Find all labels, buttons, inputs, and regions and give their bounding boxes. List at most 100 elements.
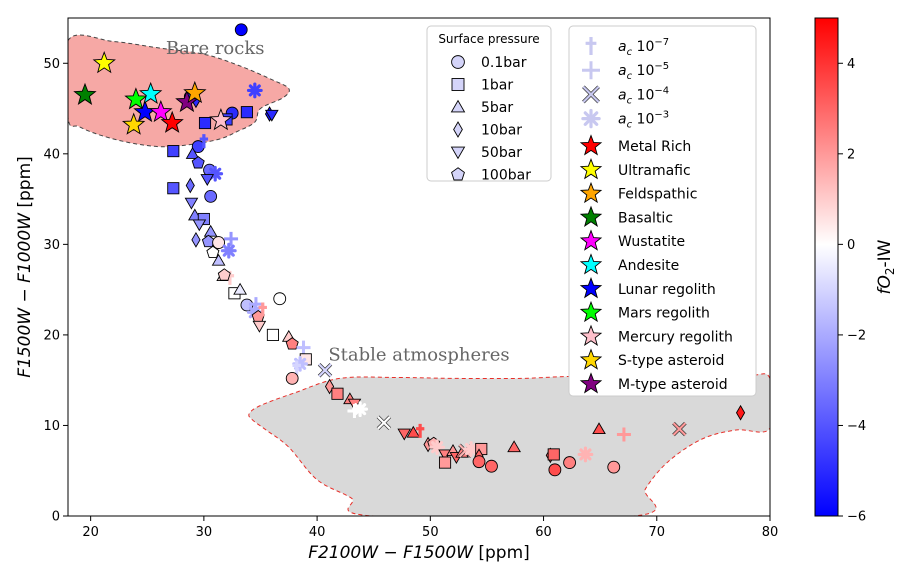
y-tick-label-4: 40 <box>43 147 60 162</box>
data-point-9 <box>198 116 212 130</box>
pressure-legend-marker-0 <box>451 55 465 69</box>
x-tick-label-2: 40 <box>309 525 326 540</box>
colorbar: −6 −4 −2 0 2 4 fO2-IW <box>814 17 897 525</box>
pressure-legend-marker-1 <box>451 78 465 91</box>
data-point-12 <box>199 134 209 149</box>
data-point-8 <box>264 109 279 122</box>
bare-rock-star-7 <box>160 110 184 133</box>
colorbar-tick-label-2: −2 <box>847 328 866 343</box>
data-point-43 <box>258 302 267 317</box>
bare-rock-star-10 <box>209 108 233 131</box>
pressure-legend-marker-3 <box>453 121 463 138</box>
data-point-19 <box>185 177 195 194</box>
mixing-legend-marker-3 <box>581 108 601 129</box>
surface-legend-marker-5 <box>579 253 603 275</box>
colorbar-tick-label-0: −6 <box>847 510 866 525</box>
bare-rock-star-0 <box>73 82 97 105</box>
data-point-61 <box>397 428 412 441</box>
region-label-0: Bare rocks <box>166 38 265 59</box>
data-point-83 <box>577 446 594 463</box>
x-tick-label-5: 70 <box>649 525 666 540</box>
data-point-21 <box>184 197 199 210</box>
data-point-45 <box>266 328 279 341</box>
surface-legend-label-0: Metal Rich <box>618 139 691 155</box>
data-point-28 <box>224 231 239 246</box>
data-point-38 <box>273 292 287 306</box>
bare-rock-star-2 <box>121 112 146 135</box>
pressure-legend-label-4: 50bar <box>481 145 522 161</box>
data-point-14 <box>191 156 205 169</box>
data-point-47 <box>285 337 299 350</box>
bare-rock-star-6 <box>149 99 173 123</box>
data-point-78 <box>507 440 521 453</box>
surface-legend-label-5: Andesite <box>618 258 679 274</box>
mixing-legend-marker-2 <box>582 85 600 104</box>
colorbar-label: fO2-IW <box>875 239 897 294</box>
data-point-59 <box>347 403 362 418</box>
data-point-25 <box>203 224 218 237</box>
data-point-51 <box>292 360 301 375</box>
data-point-0 <box>234 23 248 37</box>
bare-rock-star-8 <box>175 89 199 113</box>
data-point-60 <box>376 415 392 430</box>
data-point-48 <box>296 340 311 355</box>
surface-legend-marker-9 <box>579 348 603 370</box>
data-point-87 <box>672 421 687 437</box>
surface-legend-label-1: Ultramafic <box>618 163 691 179</box>
mixing-legend-label-2: ac 10−4 <box>618 85 669 106</box>
data-point-32 <box>206 245 220 259</box>
data-point-35 <box>217 268 231 281</box>
mixing-legend-label-3: ac 10−3 <box>618 110 669 131</box>
surface-legend-label-3: Basaltic <box>618 210 673 226</box>
surface-legend-marker-2 <box>579 181 603 204</box>
x-tick-label-0: 20 <box>82 525 99 540</box>
surface-legend-label-10: M-type asteroid <box>618 377 728 393</box>
bare-rock-star-5 <box>138 81 163 105</box>
colorbar-gradient <box>814 17 839 517</box>
colorbar-tick-label-3: 0 <box>847 238 855 253</box>
data-point-17 <box>200 174 215 187</box>
data-point-18 <box>167 182 180 195</box>
surface-legend: ac 10−7 ac 10−5 ac 10−4 ac 10−3 Metal Rich Ul… <box>568 25 757 397</box>
surface-legend-label-9: S-type asteroid <box>618 353 724 369</box>
plot-frame <box>67 17 771 517</box>
data-point-23 <box>197 212 210 226</box>
surface-legend-marker-8 <box>579 324 603 346</box>
colorbar-tick-label-1: −4 <box>847 419 866 434</box>
surface-legend-label-8: Mercury regolith <box>618 329 733 345</box>
data-point-68 <box>438 456 452 469</box>
pressure-legend-label-2: 5bar <box>481 100 513 116</box>
bare-rock-star-3 <box>124 87 148 110</box>
data-point-76 <box>472 455 486 469</box>
data-point-53 <box>317 362 333 378</box>
data-point-77 <box>485 459 498 473</box>
data-point-73 <box>463 441 479 457</box>
pressure-legend-marker-4 <box>450 146 466 160</box>
data-point-55 <box>331 387 344 400</box>
x-tick-label-4: 60 <box>535 525 552 540</box>
data-point-82 <box>563 456 576 469</box>
y-tick-label-3: 30 <box>43 238 60 253</box>
y-tick-label-0: 0 <box>52 510 60 525</box>
data-point-13 <box>185 146 200 159</box>
y-tick-label-5: 50 <box>43 57 60 72</box>
y-tick-label-2: 20 <box>43 328 60 343</box>
surface-legend-marker-3 <box>579 205 603 227</box>
data-point-62 <box>406 425 421 438</box>
pressure-legend-marker-2 <box>450 99 466 113</box>
x-tick-label-3: 50 <box>422 525 439 540</box>
surface-legend-label-7: Mars regolith <box>618 306 710 322</box>
data-point-63 <box>415 423 425 438</box>
data-point-6 <box>240 106 253 119</box>
surface-legend-marker-10 <box>579 372 603 394</box>
data-point-20 <box>204 189 218 203</box>
mixing-legend-label-0: ac 10−7 <box>618 37 669 58</box>
colorbar-tick-label-5: 4 <box>847 57 855 72</box>
data-point-80 <box>547 448 560 461</box>
surface-legend-marker-1 <box>579 158 603 180</box>
points-layer <box>73 23 746 477</box>
mixing-legend-marker-0 <box>585 37 597 55</box>
data-point-31 <box>211 253 226 266</box>
data-point-44 <box>252 320 267 333</box>
bare-rock-star-9 <box>183 80 207 104</box>
